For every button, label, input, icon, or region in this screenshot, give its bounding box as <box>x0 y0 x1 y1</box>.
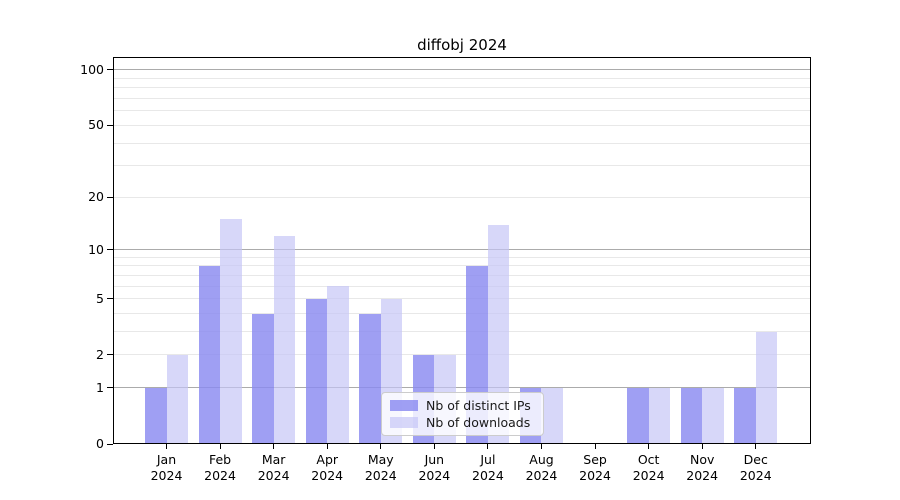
bar-downloads <box>273 236 296 444</box>
minor-gridline <box>113 87 811 89</box>
minor-gridline <box>113 331 811 333</box>
minor-gridline <box>113 124 811 126</box>
x-tick <box>648 444 650 449</box>
x-tick <box>166 444 167 449</box>
plot-area <box>107 57 811 445</box>
minor-gridline <box>113 313 811 315</box>
x-tick <box>219 444 221 449</box>
x-tick <box>433 444 435 449</box>
bar-distinct-ips <box>198 265 221 444</box>
bar-distinct-ips <box>145 387 167 444</box>
legend-item: Nb of downloads <box>390 415 535 430</box>
bar-distinct-ips <box>305 298 328 444</box>
y-tick-label: 50 <box>88 117 104 133</box>
y-tick-label: 20 <box>88 189 104 205</box>
legend-swatch-1 <box>390 417 418 428</box>
x-tick-label: Mar 2024 <box>257 452 290 483</box>
y-tick <box>107 124 113 126</box>
legend-label: Nb of downloads <box>426 415 531 430</box>
legend-swatch-0 <box>390 400 418 411</box>
major-gridline <box>113 387 811 389</box>
bar-distinct-ips <box>252 313 274 444</box>
minor-gridline <box>113 77 811 79</box>
minor-gridline <box>113 265 811 267</box>
legend: Nb of distinct IPs Nb of downloads <box>381 392 544 436</box>
bar-downloads <box>487 224 510 444</box>
x-tick-label: Aug 2024 <box>525 452 558 483</box>
minor-gridline <box>113 285 811 287</box>
y-tick-label: 1 <box>96 379 104 395</box>
x-tick <box>380 444 382 449</box>
x-tick <box>540 444 542 449</box>
y-tick <box>107 196 113 198</box>
legend-item: Nb of distinct IPs <box>390 398 535 413</box>
y-tick-label: 5 <box>96 290 104 306</box>
bar-downloads <box>755 331 778 444</box>
legend-label: Nb of distinct IPs <box>426 398 531 413</box>
bar-distinct-ips <box>680 387 703 444</box>
minor-gridline <box>113 165 811 167</box>
y-tick <box>107 443 113 445</box>
y-tick <box>107 69 113 71</box>
y-tick <box>107 354 113 356</box>
y-tick-label: 2 <box>96 346 104 362</box>
major-gridline <box>113 249 811 251</box>
x-tick-label: Jun 2024 <box>418 452 451 483</box>
minor-gridline <box>113 274 811 276</box>
major-gridline <box>113 69 811 71</box>
x-tick <box>273 444 275 449</box>
minor-gridline <box>113 98 811 100</box>
x-tick-label: Feb 2024 <box>204 452 236 483</box>
x-tick <box>701 444 703 449</box>
minor-gridline <box>113 142 811 144</box>
bar-downloads <box>648 387 671 444</box>
x-tick-label: Jul 2024 <box>472 452 504 483</box>
minor-gridline <box>113 110 811 112</box>
y-tick <box>107 387 113 389</box>
x-tick-label: May 2024 <box>364 452 397 483</box>
bar-downloads <box>702 387 724 444</box>
bar-downloads <box>541 387 563 444</box>
x-tick-label: Nov 2024 <box>686 452 719 483</box>
x-tick-label: Oct 2024 <box>632 452 665 483</box>
bar-downloads <box>220 219 242 444</box>
bar-distinct-ips <box>734 387 756 444</box>
y-tick-label: 100 <box>80 61 104 77</box>
bar-distinct-ips <box>627 387 649 444</box>
x-tick <box>755 444 757 449</box>
y-tick-label: 10 <box>88 241 104 257</box>
minor-gridline <box>113 354 811 356</box>
x-tick-label: Apr 2024 <box>311 452 344 483</box>
y-tick <box>107 249 113 251</box>
bar-downloads <box>327 286 349 444</box>
x-tick <box>594 444 596 449</box>
x-tick-label: Jan 2024 <box>150 452 183 483</box>
minor-gridline <box>113 298 811 300</box>
y-tick-label: 0 <box>96 436 104 451</box>
minor-gridline <box>113 196 811 198</box>
bar-downloads <box>166 354 188 444</box>
y-tick <box>107 298 113 300</box>
x-tick-label: Dec 2024 <box>739 452 772 483</box>
bar-distinct-ips <box>359 313 381 444</box>
x-tick <box>487 444 489 449</box>
minor-gridline <box>113 256 811 258</box>
chart-title: diffobj 2024 <box>417 36 507 54</box>
x-tick <box>326 444 328 449</box>
x-tick-label: Sep 2024 <box>579 452 611 483</box>
